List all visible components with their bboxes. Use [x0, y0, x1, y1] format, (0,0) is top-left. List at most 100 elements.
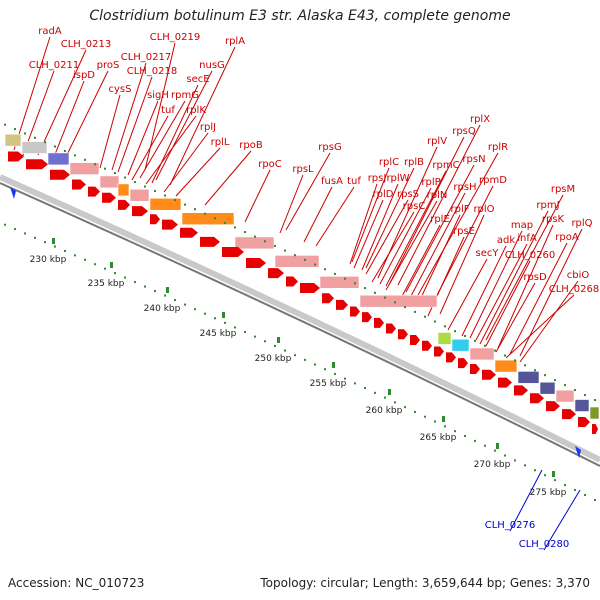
cog-block[interactable]	[451, 338, 470, 352]
forward-gene-arrow[interactable]	[498, 377, 512, 388]
gene-label[interactable]: tuf	[161, 105, 175, 116]
gene-label[interactable]: rpsN	[462, 154, 485, 165]
forward-gene-arrow[interactable]	[422, 340, 432, 351]
forward-gene-arrow[interactable]	[530, 393, 544, 404]
gene-label[interactable]: secE	[186, 74, 209, 85]
forward-gene-arrow[interactable]	[118, 199, 130, 210]
cog-block[interactable]	[359, 294, 438, 308]
cog-block[interactable]	[274, 255, 320, 268]
reverse-gene-arrow[interactable]	[10, 187, 16, 199]
forward-gene-arrow[interactable]	[398, 329, 408, 340]
gene-label[interactable]: rplN	[427, 190, 448, 201]
cog-block[interactable]	[469, 347, 495, 361]
cog-block[interactable]	[494, 359, 518, 373]
gene-label[interactable]: CLH_0217	[121, 52, 172, 63]
gene-label[interactable]: CLH_0219	[150, 32, 201, 43]
forward-gene-arrow[interactable]	[88, 186, 100, 197]
gene-label[interactable]: cbiO	[567, 270, 590, 281]
cog-block[interactable]	[234, 236, 275, 250]
gene-label[interactable]: rpsS	[397, 189, 419, 200]
gene-label[interactable]: CLH_0276	[485, 520, 536, 531]
gene-label[interactable]: rplO	[473, 204, 494, 215]
gene-label[interactable]: rplE	[430, 214, 450, 225]
forward-gene-arrow[interactable]	[322, 293, 334, 304]
gene-label[interactable]: rplJ	[200, 122, 216, 133]
gene-label[interactable]: tuf	[347, 176, 361, 187]
gene-label[interactable]: rpsD	[523, 272, 547, 283]
forward-gene-arrow[interactable]	[102, 192, 116, 203]
cog-block[interactable]	[69, 162, 100, 175]
forward-gene-arrow[interactable]	[72, 179, 86, 190]
gene-label[interactable]: fusA	[321, 176, 343, 187]
gene-label[interactable]: CLH_0280	[519, 539, 570, 550]
forward-gene-arrow[interactable]	[162, 219, 178, 230]
gene-label[interactable]: rpsC	[403, 201, 426, 212]
forward-gene-arrow[interactable]	[578, 417, 590, 428]
cog-block[interactable]	[437, 332, 452, 345]
gene-label[interactable]: CLH_0260	[505, 250, 556, 261]
forward-gene-arrow[interactable]	[374, 317, 384, 328]
gene-label[interactable]: rplB	[404, 157, 424, 168]
forward-gene-arrow[interactable]	[350, 306, 360, 317]
reverse-gene-arrow[interactable]	[575, 446, 581, 458]
forward-gene-arrow[interactable]	[434, 346, 444, 357]
gene-label[interactable]: infA	[517, 233, 537, 244]
forward-gene-arrow[interactable]	[362, 312, 372, 323]
gene-label[interactable]: rplX	[470, 114, 490, 125]
gene-label[interactable]: rpsQ	[452, 126, 476, 137]
gene-label[interactable]: rpoB	[239, 140, 263, 151]
gene-label[interactable]: CLH_0213	[61, 39, 112, 50]
forward-gene-arrow[interactable]	[180, 227, 198, 238]
forward-gene-arrow[interactable]	[458, 358, 468, 369]
gene-label[interactable]: rplL	[211, 137, 230, 148]
forward-gene-arrow[interactable]	[268, 268, 284, 279]
forward-gene-arrow[interactable]	[200, 236, 220, 247]
cog-block[interactable]	[574, 399, 590, 412]
gene-label[interactable]: rpsL	[292, 164, 314, 175]
gene-label[interactable]: rpmG	[171, 90, 199, 101]
gene-label[interactable]: rplW	[386, 173, 409, 184]
gene-label[interactable]: rplC	[379, 157, 399, 168]
cog-block[interactable]	[589, 406, 600, 420]
cog-block[interactable]	[47, 152, 70, 166]
cog-block[interactable]	[319, 276, 360, 289]
forward-gene-arrow[interactable]	[26, 159, 48, 170]
forward-gene-arrow[interactable]	[150, 214, 160, 225]
forward-gene-arrow[interactable]	[246, 257, 266, 268]
gene-label[interactable]: adk	[497, 235, 515, 246]
cog-block[interactable]	[555, 389, 575, 403]
gene-label[interactable]: rpsG	[318, 142, 341, 153]
cog-block[interactable]	[517, 371, 540, 384]
forward-gene-arrow[interactable]	[546, 401, 560, 412]
forward-gene-arrow[interactable]	[50, 169, 70, 180]
gene-label[interactable]: rplQ	[571, 218, 592, 229]
gene-label[interactable]: sigH	[147, 90, 169, 101]
gene-label[interactable]: rplR	[488, 142, 508, 153]
cog-block[interactable]	[129, 188, 150, 202]
gene-label[interactable]: rpoA	[555, 232, 579, 243]
gene-label[interactable]: rpmD	[479, 175, 507, 186]
gene-label[interactable]: rplD	[373, 189, 394, 200]
gene-label[interactable]: rpsH	[453, 182, 476, 193]
gene-label[interactable]: radA	[38, 26, 62, 37]
forward-gene-arrow[interactable]	[222, 246, 244, 257]
forward-gene-arrow[interactable]	[482, 369, 496, 380]
cog-block[interactable]	[4, 133, 22, 147]
gene-label[interactable]: rpsM	[551, 184, 575, 195]
gene-label[interactable]: rplV	[427, 136, 447, 147]
gene-label[interactable]: rpsK	[542, 214, 565, 225]
forward-gene-arrow[interactable]	[300, 283, 320, 293]
cog-block[interactable]	[539, 381, 556, 395]
gene-label[interactable]: rplA	[225, 36, 245, 47]
forward-gene-arrow[interactable]	[514, 385, 528, 396]
gene-label[interactable]: CLH_0268	[549, 284, 600, 295]
forward-gene-arrow[interactable]	[410, 335, 420, 346]
forward-gene-arrow[interactable]	[8, 151, 24, 162]
cog-block[interactable]	[149, 197, 182, 211]
cog-block[interactable]	[99, 175, 120, 189]
gene-label[interactable]: secY	[476, 248, 500, 259]
gene-label[interactable]: cysS	[109, 84, 132, 95]
cog-block[interactable]	[21, 141, 48, 154]
gene-label[interactable]: rplP	[421, 177, 440, 188]
forward-gene-arrow[interactable]	[592, 424, 598, 435]
